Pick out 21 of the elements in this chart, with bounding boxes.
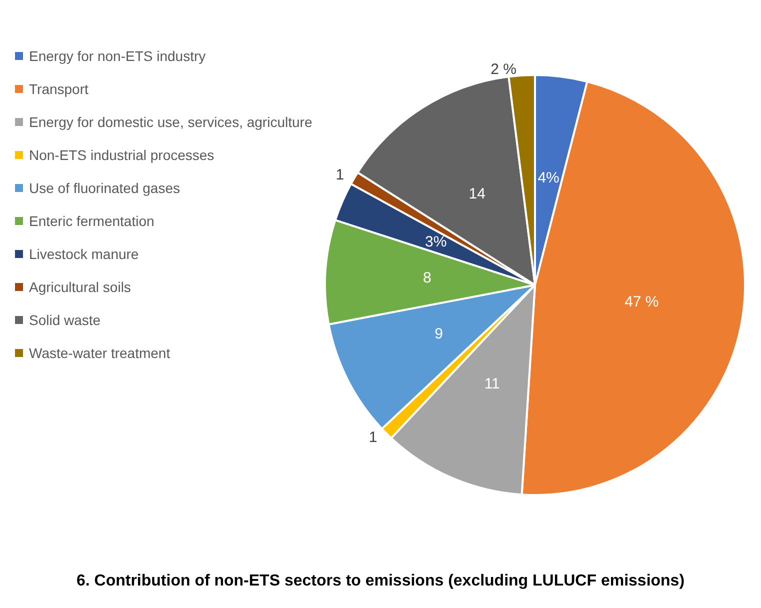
data-label: 1 xyxy=(368,429,378,446)
legend-label: Use of fluorinated gases xyxy=(29,180,180,196)
data-label: 11 xyxy=(484,376,500,393)
text: 6. Contribution of non-ETS sectors to emissions (excluding LULUCF emissions) xyxy=(76,572,685,590)
legend-label: Energy for domestic use, services, agriculture xyxy=(29,114,312,130)
data-label: 14 xyxy=(468,185,486,202)
data-label: 2 % xyxy=(490,60,516,78)
data-label: 8 xyxy=(423,270,432,287)
legend-label: Solid waste xyxy=(29,312,101,328)
data-label: 1 xyxy=(336,166,344,184)
legend-label: Transport xyxy=(29,81,88,97)
legend-label: Agricultural soils xyxy=(29,279,131,295)
data-label: 4% xyxy=(538,169,560,186)
data-label: 9 xyxy=(434,326,443,343)
data-label: 47 % xyxy=(624,293,659,310)
legend-label: Enteric fermentation xyxy=(29,213,154,229)
legend-label: Waste-water treatment xyxy=(29,345,170,361)
legend-label: Energy for non-ETS industry xyxy=(29,48,206,64)
legend-label: Livestock manure xyxy=(29,246,139,262)
data-label: 3% xyxy=(425,234,447,251)
legend-label: Non-ETS industrial processes xyxy=(29,147,214,163)
